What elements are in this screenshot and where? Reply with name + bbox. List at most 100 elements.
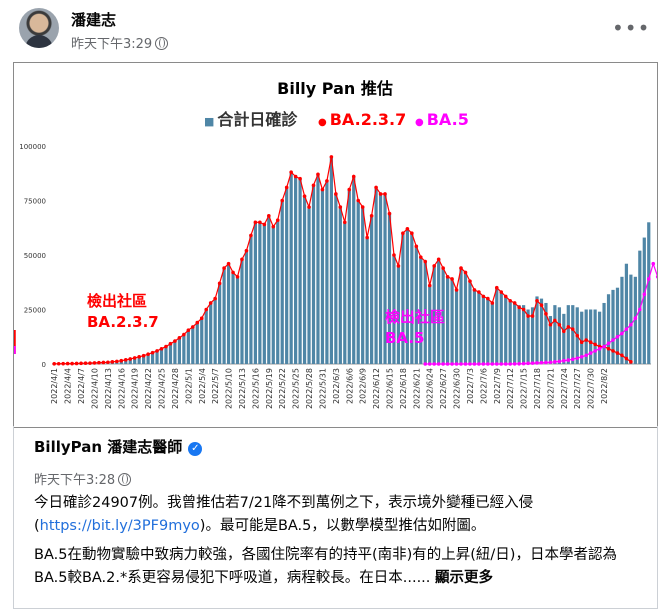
bar	[361, 207, 365, 364]
series-point	[222, 266, 226, 270]
series-point	[132, 356, 137, 360]
post-author[interactable]: 潘建志	[71, 11, 117, 29]
bar	[133, 357, 137, 364]
see-more-button[interactable]: 顯示更多	[435, 570, 494, 586]
bar	[557, 307, 561, 364]
bar	[401, 233, 405, 364]
series-point	[562, 329, 566, 334]
series-point	[432, 362, 436, 366]
chart-image[interactable]: Billy Pan 推估 ■ 合計日確診 ● BA.2.3.7 ● BA.5 0 25000…	[13, 62, 658, 428]
series-point	[186, 328, 191, 333]
series-point	[584, 338, 588, 342]
series-point	[468, 362, 472, 366]
series-point	[629, 322, 633, 327]
x-tick-label: 2022/5/1	[184, 368, 193, 404]
series-point	[284, 185, 289, 190]
shared-time-text[interactable]: 昨天下午3:28	[34, 473, 116, 488]
x-tick-label: 2022/4/22	[144, 368, 153, 409]
bar	[437, 259, 441, 364]
x-tick-label: 2022/7/9	[493, 368, 502, 404]
bar	[124, 359, 128, 364]
bar	[356, 200, 360, 364]
series-point	[378, 192, 383, 196]
series-point	[512, 362, 517, 366]
series-point	[65, 361, 70, 366]
shared-author-name[interactable]: BillyPan 潘建志醫師	[34, 438, 183, 456]
avatar[interactable]	[19, 8, 59, 48]
series-point	[334, 192, 338, 196]
bar	[280, 200, 284, 364]
bar	[186, 330, 190, 364]
x-tick-label: 2022/7/18	[533, 368, 542, 409]
post-link[interactable]: https://bit.ly/3PF9myo	[39, 518, 200, 534]
series-point	[427, 362, 432, 366]
bar	[428, 285, 432, 364]
legend-label: BA.5	[427, 110, 469, 129]
series-point	[374, 185, 378, 190]
series-point	[562, 358, 566, 363]
bar	[155, 350, 159, 364]
series-point	[392, 253, 396, 257]
post-time-text[interactable]: 昨天下午3:29	[71, 37, 153, 52]
series-point	[535, 361, 539, 365]
series-point	[463, 270, 468, 275]
bar	[495, 287, 499, 364]
bar	[316, 174, 320, 364]
series-point	[517, 305, 521, 310]
y-tick-label: 0	[42, 361, 46, 369]
series-point	[593, 342, 597, 347]
shared-post: BillyPan 潘建志醫師 ✓ 昨天下午3:28 今日確診24907例。我曾推估…	[13, 426, 658, 609]
x-tick-label: 2022/5/10	[225, 368, 234, 409]
series-point	[401, 231, 405, 235]
series-point	[579, 340, 584, 345]
x-tick-label: 2022/7/21	[546, 368, 555, 409]
series-point	[651, 261, 656, 266]
bar	[472, 289, 477, 364]
bar	[262, 224, 266, 364]
series-point	[289, 170, 293, 174]
bar	[517, 305, 521, 364]
series-point	[477, 290, 481, 294]
legend-marker: ●	[415, 117, 424, 128]
bar	[222, 268, 226, 364]
series-point	[61, 361, 65, 366]
series-point	[633, 316, 638, 321]
series-point	[463, 362, 468, 366]
bar	[454, 289, 459, 364]
globe-icon	[155, 37, 169, 50]
series-point	[557, 359, 562, 364]
series-point	[530, 314, 535, 318]
series-point	[615, 334, 620, 339]
bar	[642, 237, 646, 364]
series-point	[427, 283, 432, 288]
bar	[168, 343, 173, 364]
series-point	[342, 220, 347, 225]
bar	[432, 265, 436, 364]
series-point	[597, 346, 602, 351]
series-point	[570, 357, 575, 362]
series-point	[97, 360, 101, 365]
bar	[302, 196, 307, 364]
series-point	[150, 350, 155, 355]
legend-label: 合計日確診	[217, 110, 298, 129]
x-tick-label: 2022/4/1	[50, 368, 59, 404]
x-tick-label: 2022/4/7	[77, 368, 86, 404]
x-tick-label: 2022/8/2	[600, 368, 609, 404]
x-tick-label: 2022/7/27	[573, 368, 582, 409]
y-tick-label: 50000	[24, 252, 46, 260]
more-options-button[interactable]: •••	[612, 16, 651, 40]
bar	[629, 274, 633, 364]
y-tick-label: 75000	[24, 198, 46, 206]
bar	[539, 298, 544, 364]
series-point	[432, 264, 436, 268]
series-point	[646, 277, 651, 281]
series-point	[325, 179, 329, 183]
bar	[633, 276, 637, 364]
series-point	[553, 318, 557, 323]
bar	[253, 222, 258, 364]
series-point	[235, 275, 240, 279]
bar	[182, 334, 186, 364]
series-point	[101, 360, 106, 365]
shared-author: BillyPan 潘建志醫師 ✓	[34, 436, 203, 457]
bar	[329, 156, 333, 364]
